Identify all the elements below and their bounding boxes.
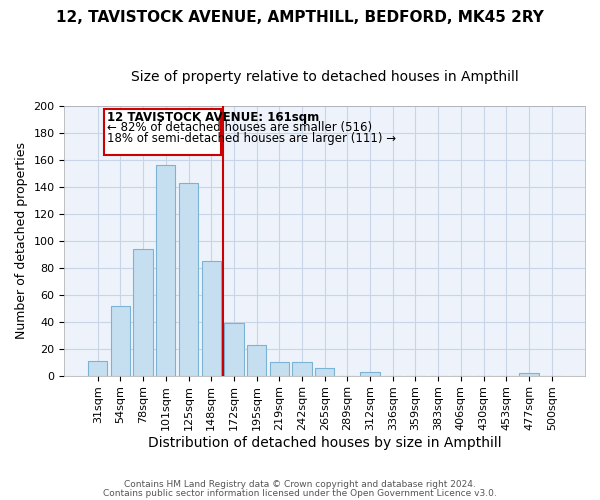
Bar — [156, 166, 175, 376]
Bar — [520, 373, 539, 376]
Y-axis label: Number of detached properties: Number of detached properties — [15, 142, 28, 340]
Title: Size of property relative to detached houses in Ampthill: Size of property relative to detached ho… — [131, 70, 518, 84]
Text: Contains public sector information licensed under the Open Government Licence v3: Contains public sector information licen… — [103, 489, 497, 498]
Text: ← 82% of detached houses are smaller (516): ← 82% of detached houses are smaller (51… — [107, 121, 373, 134]
Text: 12, TAVISTOCK AVENUE, AMPTHILL, BEDFORD, MK45 2RY: 12, TAVISTOCK AVENUE, AMPTHILL, BEDFORD,… — [56, 10, 544, 25]
Bar — [111, 306, 130, 376]
Bar — [179, 183, 198, 376]
X-axis label: Distribution of detached houses by size in Ampthill: Distribution of detached houses by size … — [148, 436, 502, 450]
Bar — [88, 361, 107, 376]
FancyBboxPatch shape — [104, 108, 221, 154]
Text: Contains HM Land Registry data © Crown copyright and database right 2024.: Contains HM Land Registry data © Crown c… — [124, 480, 476, 489]
Text: 12 TAVISTOCK AVENUE: 161sqm: 12 TAVISTOCK AVENUE: 161sqm — [107, 110, 320, 124]
Bar — [292, 362, 311, 376]
Text: 18% of semi-detached houses are larger (111) →: 18% of semi-detached houses are larger (… — [107, 132, 397, 144]
Bar — [269, 362, 289, 376]
Bar — [202, 261, 221, 376]
Bar — [361, 372, 380, 376]
Bar — [247, 344, 266, 376]
Bar — [133, 249, 153, 376]
Bar — [315, 368, 334, 376]
Bar — [224, 323, 244, 376]
